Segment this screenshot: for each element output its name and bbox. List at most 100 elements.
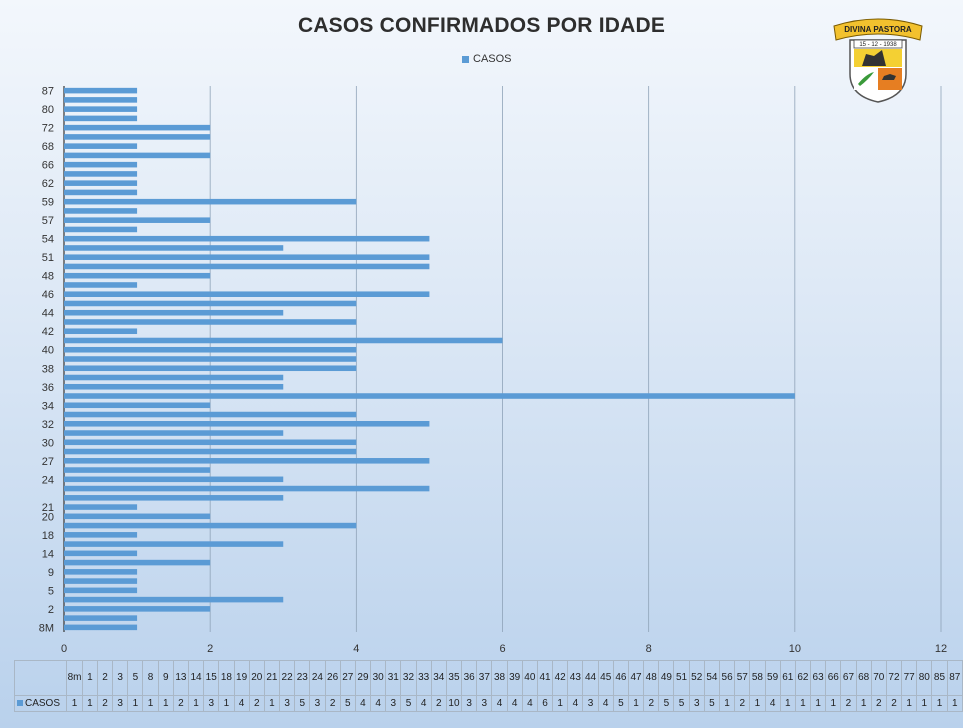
y-tick-label: 40 xyxy=(42,345,54,357)
table-value-cell: 1 xyxy=(779,695,796,712)
y-tick-label: 46 xyxy=(42,289,54,301)
y-tick-label: 59 xyxy=(42,197,54,209)
table-header-cell: 21 xyxy=(263,660,281,696)
table-value-cell: 1 xyxy=(218,695,235,712)
table-header-cell: 2 xyxy=(96,660,114,696)
table-header-cell: 1 xyxy=(81,660,98,696)
y-tick-label: 72 xyxy=(42,123,54,135)
y-tick-label: 54 xyxy=(42,234,54,246)
table-value-cell: 1 xyxy=(627,695,645,712)
bar xyxy=(64,421,430,427)
bar xyxy=(64,198,357,205)
bar xyxy=(64,587,138,594)
y-tick-label: 62 xyxy=(42,178,54,190)
bar xyxy=(64,143,138,149)
table-value-cell: 1 xyxy=(901,695,918,712)
y-tick-label: 18 xyxy=(42,530,54,542)
table-value-cell: 1 xyxy=(946,695,963,712)
bar xyxy=(64,97,138,103)
table-value-cell: 4 xyxy=(597,695,614,712)
table-header-cell: 77 xyxy=(901,660,918,696)
table-header-cell: 13 xyxy=(172,660,189,696)
table-value-cell: 5 xyxy=(294,695,311,712)
legend-swatch xyxy=(462,55,469,63)
y-tick-label: 42 xyxy=(42,326,54,338)
table-value-cell: 3 xyxy=(279,695,296,712)
table-value-cell: 1 xyxy=(142,695,159,712)
bar xyxy=(64,189,138,196)
table-header-cell: 48 xyxy=(643,660,660,696)
table-value-cell: 4 xyxy=(491,695,508,712)
table-header-cell: 18 xyxy=(218,660,235,696)
y-tick-label: 2 xyxy=(48,604,54,616)
legend-label: CASOS xyxy=(473,53,512,65)
bar xyxy=(64,550,138,557)
x-tick-label: 0 xyxy=(61,643,67,655)
table-value-cell: 3 xyxy=(688,695,705,712)
bar xyxy=(64,485,430,492)
table-value-cell: 1 xyxy=(552,695,569,712)
table-header-cell: 38 xyxy=(491,660,508,696)
table-value-cell: 4 xyxy=(521,695,538,712)
table-value-cell: 1 xyxy=(794,695,812,712)
bar xyxy=(64,383,284,390)
table-value-cell: 4 xyxy=(764,695,781,712)
table-value-cell: 10 xyxy=(445,695,463,712)
y-tick-label: 8M xyxy=(39,622,54,634)
table-value-cell: 5 xyxy=(612,695,629,712)
y-tick-label: 38 xyxy=(42,363,54,375)
table-series-label: CASOS xyxy=(13,695,68,712)
table-header-cell: 27 xyxy=(339,660,356,696)
table-value-cell: 6 xyxy=(536,695,554,712)
x-tick-label: 6 xyxy=(499,643,505,655)
x-tick-label: 4 xyxy=(353,643,359,655)
y-tick-label: 51 xyxy=(42,252,54,264)
table-value-cell: 1 xyxy=(157,695,174,712)
table-header-cell: 87 xyxy=(946,660,963,696)
y-tick-label: 24 xyxy=(42,474,54,486)
table-value-cell: 3 xyxy=(309,695,326,712)
table-value-cell: 3 xyxy=(112,695,129,712)
x-tick-label: 2 xyxy=(207,643,213,655)
table-value-cell: 2 xyxy=(885,695,903,712)
x-tick-label: 12 xyxy=(935,643,947,655)
table-header-cell: 8m xyxy=(66,660,83,696)
bar xyxy=(64,559,211,566)
bar xyxy=(64,615,138,621)
table-value-cell: 3 xyxy=(385,695,402,712)
table-header-cell: 63 xyxy=(810,660,827,696)
table-corner-cell xyxy=(13,660,68,696)
table-header-cell: 70 xyxy=(870,660,887,696)
table-header-cell: 54 xyxy=(703,660,721,696)
table-header-cell: 68 xyxy=(855,660,872,696)
bar xyxy=(64,319,357,325)
bar xyxy=(64,254,430,260)
table-series-swatch xyxy=(17,699,23,706)
table-value-cell: 3 xyxy=(203,695,220,712)
table-value-cell: 3 xyxy=(582,695,599,712)
table-header-cell: 20 xyxy=(248,660,265,696)
bar xyxy=(64,328,138,335)
logo-banner-text: DIVINA PASTORA xyxy=(844,25,912,34)
table-header-cell: 42 xyxy=(552,660,569,696)
bar xyxy=(64,569,138,575)
table-header-cell: 51 xyxy=(673,660,690,696)
table-header-cell: 29 xyxy=(354,660,372,696)
table-header-cell: 14 xyxy=(187,660,205,696)
y-tick-label: 30 xyxy=(42,437,54,449)
y-tick-label: 27 xyxy=(42,456,54,468)
bar xyxy=(64,541,284,547)
logo-date-text: 15 - 12 - 1938 xyxy=(859,42,897,48)
bar xyxy=(64,300,357,307)
y-tick-label: 5 xyxy=(48,585,54,597)
bar xyxy=(64,374,284,381)
table-value-cell: 1 xyxy=(66,695,83,712)
bar xyxy=(64,402,211,409)
table-header-cell: 62 xyxy=(794,660,812,696)
table-header-cell: 72 xyxy=(885,660,903,696)
table-value-cell: 2 xyxy=(643,695,660,712)
table-header-cell: 56 xyxy=(718,660,736,696)
x-tick-label: 10 xyxy=(789,643,801,655)
table-value-cell: 4 xyxy=(370,695,387,712)
chart-title: CASOS CONFIRMADOS POR IDADE xyxy=(297,14,666,37)
